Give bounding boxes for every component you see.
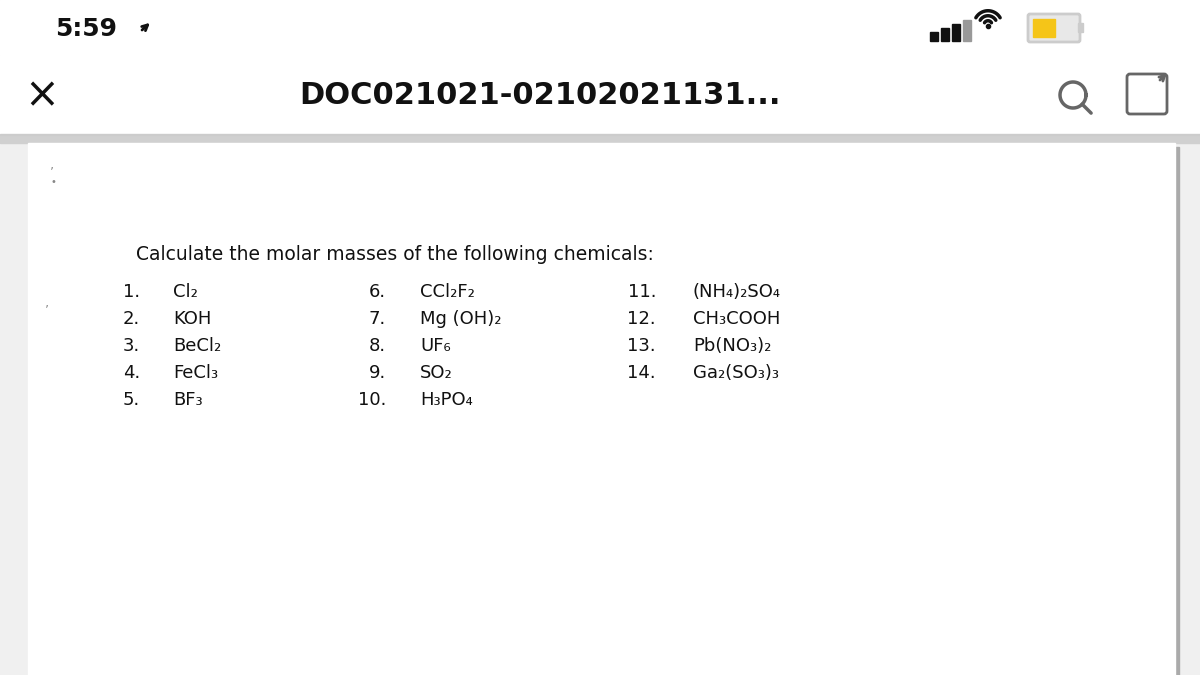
Text: 4.: 4. <box>122 364 140 382</box>
Bar <box>1033 19 1055 37</box>
Text: 5.: 5. <box>122 391 140 409</box>
Text: Ga₂(SO₃)₃: Ga₂(SO₃)₃ <box>694 364 779 382</box>
FancyBboxPatch shape <box>1028 14 1080 42</box>
Text: BF₃: BF₃ <box>173 391 203 409</box>
Text: ’: ’ <box>50 165 54 178</box>
Text: 9.: 9. <box>368 364 386 382</box>
Bar <box>32 147 1178 675</box>
Text: BeCl₂: BeCl₂ <box>173 337 221 355</box>
Text: 5:59: 5:59 <box>55 17 118 40</box>
Text: Cl₂: Cl₂ <box>173 283 198 301</box>
Text: KOH: KOH <box>173 310 211 328</box>
Bar <box>0 55 1200 135</box>
Text: 8.: 8. <box>368 337 386 355</box>
Text: 7.: 7. <box>368 310 386 328</box>
Bar <box>930 32 938 41</box>
Text: 10.: 10. <box>358 391 386 409</box>
Text: 12.: 12. <box>628 310 656 328</box>
Text: 1.: 1. <box>122 283 140 301</box>
Text: SO₂: SO₂ <box>420 364 452 382</box>
Text: DOC021021-02102021131...: DOC021021-02102021131... <box>299 80 781 109</box>
Text: CCl₂F₂: CCl₂F₂ <box>420 283 475 301</box>
Text: Mg (OH)₂: Mg (OH)₂ <box>420 310 502 328</box>
Bar <box>964 20 971 41</box>
Text: CH₃COOH: CH₃COOH <box>694 310 780 328</box>
Bar <box>941 28 949 41</box>
Bar <box>952 24 960 41</box>
Bar <box>0 135 1200 143</box>
Text: 6.: 6. <box>368 283 386 301</box>
Bar <box>0 134 1200 135</box>
Text: ’: ’ <box>46 303 49 316</box>
Text: 13.: 13. <box>628 337 656 355</box>
Text: UF₆: UF₆ <box>420 337 451 355</box>
Text: H₃PO₄: H₃PO₄ <box>420 391 473 409</box>
Text: 11.: 11. <box>628 283 656 301</box>
Text: (NH₄)₂SO₄: (NH₄)₂SO₄ <box>694 283 781 301</box>
Text: Calculate the molar masses of the following chemicals:: Calculate the molar masses of the follow… <box>136 245 654 264</box>
Text: 2.: 2. <box>122 310 140 328</box>
Text: FeCl₃: FeCl₃ <box>173 364 218 382</box>
Text: •: • <box>50 177 56 187</box>
Text: 14.: 14. <box>628 364 656 382</box>
Text: Pb(NO₃)₂: Pb(NO₃)₂ <box>694 337 772 355</box>
Bar <box>28 143 1175 675</box>
Bar <box>0 0 1200 55</box>
Text: 3.: 3. <box>122 337 140 355</box>
Text: ×: × <box>24 74 60 116</box>
FancyBboxPatch shape <box>1079 24 1084 32</box>
